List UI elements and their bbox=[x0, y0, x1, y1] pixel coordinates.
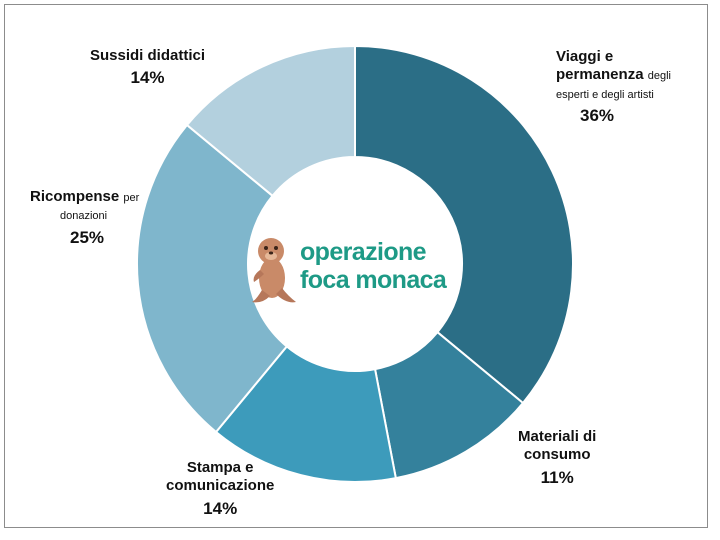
donut-slice-3 bbox=[136, 123, 289, 434]
slice-label-stampa: Stampa e comunicazione 14% bbox=[166, 459, 275, 518]
donut-slice-0 bbox=[354, 44, 574, 405]
slice-pct-sussidi: 14% bbox=[130, 68, 165, 88]
slice-label-ricompense: Ricompense per donazioni 25% bbox=[30, 188, 140, 247]
donut-slice-4 bbox=[185, 44, 356, 198]
logo-line-2: foca monaca bbox=[300, 266, 447, 294]
slice-pct-stampa: 14% bbox=[203, 498, 238, 518]
monk-seal-icon bbox=[252, 238, 296, 303]
slice-label-materiali: Materiali di consumo 11% bbox=[518, 428, 597, 487]
slice-label-sussidi: Sussidi didattici 14% bbox=[90, 47, 206, 88]
chart-frame bbox=[4, 4, 708, 528]
logo-line-1: operazione bbox=[300, 238, 427, 266]
slice-pct-viaggi: 36% bbox=[580, 105, 615, 125]
slice-pct-ricompense: 25% bbox=[70, 227, 105, 247]
slice-label-viaggi: Viaggi e permanenza degli esperti e degl… bbox=[556, 48, 671, 125]
donut-slice-2 bbox=[214, 345, 398, 483]
logo: operazione foca monaca bbox=[248, 232, 460, 312]
slice-pct-materiali: 11% bbox=[540, 467, 574, 487]
